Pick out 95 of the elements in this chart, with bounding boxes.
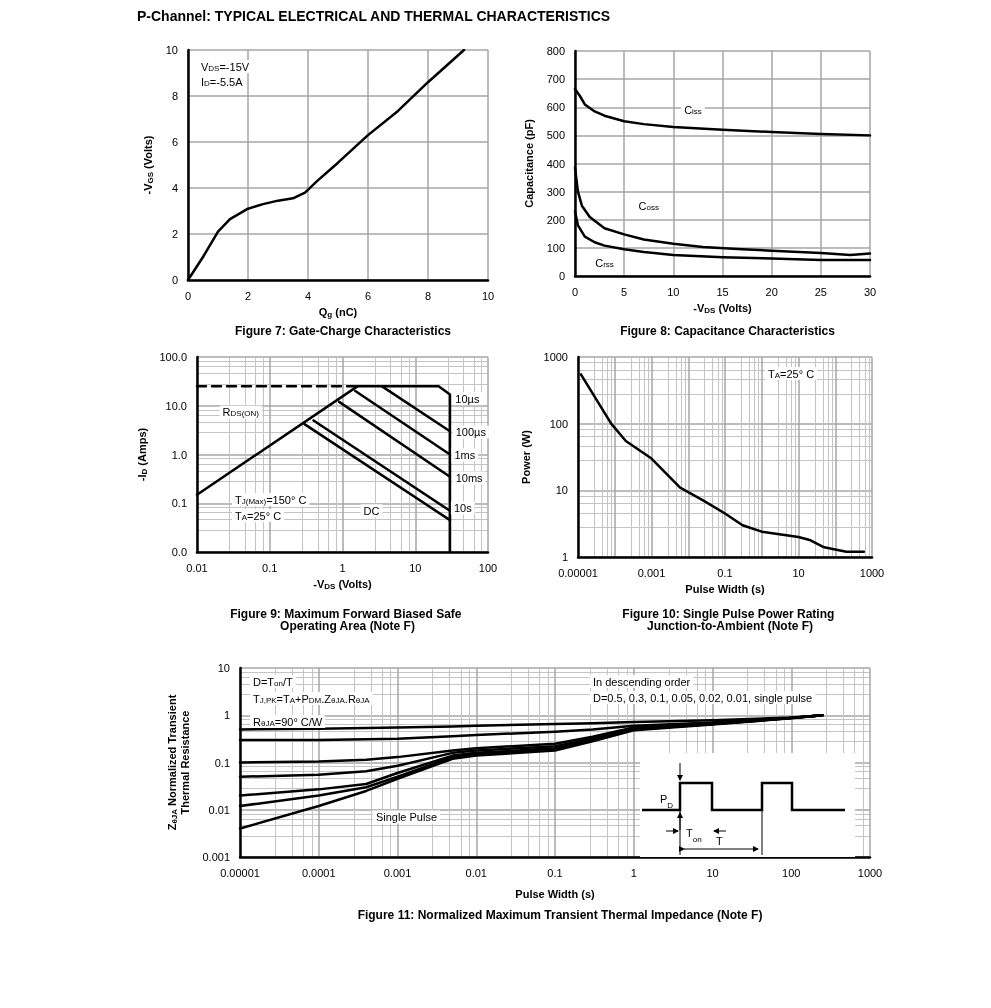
x-tick-label: 15: [716, 285, 729, 298]
x-axis-title: Pulse Width (s): [685, 583, 765, 596]
y-tick-label: 10.0: [165, 399, 187, 412]
x-tick-label: 2: [244, 289, 252, 302]
y-axis-title: Power (W): [520, 429, 533, 484]
text: Single Pulse: [375, 811, 438, 824]
x-tick-label: 25: [814, 285, 827, 298]
chart-subtitle: P-Channel: TYPICAL ELECTRICAL AND THERMAL CHARACTERISTICS: [137, 8, 611, 24]
y-tick-label: 2: [171, 228, 178, 240]
x-axis-title: Pulse Width (s): [515, 887, 595, 900]
text: Figure 11: Normalized Maximum Transient Thermal Impedance (Note F): [357, 908, 763, 922]
text: Figure 8: Capacitance Characteristics: [620, 324, 836, 338]
x-tick-label: 10: [792, 566, 805, 579]
text: Figure 7: Gate-Charge Characteristics: [234, 324, 452, 338]
x-tick-label: 0: [571, 285, 579, 298]
y-axis-title: Capacitance (pF): [523, 118, 536, 208]
series-label: 10ms: [455, 471, 484, 484]
x-tick-label: 10: [667, 285, 680, 298]
y-tick-label: 1000: [543, 351, 568, 363]
series-label: 100µs: [455, 425, 487, 438]
series-label: Ciss: [684, 104, 702, 117]
annotation: T$_{on}$: [686, 827, 702, 844]
x-tick-label: 1: [630, 866, 637, 879]
y-tick-label: 10: [217, 662, 230, 674]
x-tick-label: 1: [339, 561, 346, 574]
x-tick-label: 10: [481, 289, 495, 302]
x-tick-label: 0.001: [637, 566, 666, 579]
text: Figure 10: Single Pulse Power Rating Junction-to-Ambient (Note F): [622, 607, 838, 633]
text: DC: [363, 504, 380, 517]
y-tick-label: 200: [546, 213, 565, 226]
text: Figure 9: Maximum Forward Biased Safe Operating Area (Note F): [230, 607, 465, 633]
annotation: TJ(Max)=150° C: [235, 493, 307, 506]
x-tick-label: 0.0001: [301, 866, 336, 879]
text: RDS(ON): [222, 406, 260, 419]
series-label: 1ms: [454, 448, 476, 461]
x-tick-label: 20: [765, 285, 778, 298]
y-tick-label: 4: [171, 182, 178, 194]
y-tick-label: 0.0: [171, 546, 187, 558]
y-tick-label: 800: [546, 45, 565, 57]
y-tick-label: 10: [165, 44, 178, 56]
annotation: RθJA=90° C/W: [253, 715, 323, 728]
y-tick-label: 0.1: [214, 756, 230, 769]
y-tick-label: 100.0: [159, 351, 187, 363]
x-tick-label: 10: [409, 561, 422, 574]
annotation: In descending order: [593, 675, 691, 688]
x-tick-label: 6: [364, 289, 372, 302]
x-tick-label: 0.1: [262, 561, 278, 574]
x-tick-label: 1000: [857, 866, 883, 879]
annotation: TA=25° C: [768, 367, 815, 380]
annotation: T: [716, 835, 723, 847]
x-tick-label: 5: [621, 285, 628, 298]
annotation: ID=-5.5A: [201, 75, 244, 88]
annotation: VDS=-15V: [201, 60, 250, 73]
y-tick-label: 600: [546, 101, 565, 114]
series-label: 10µs: [455, 392, 480, 405]
y-tick-label: 0: [171, 274, 178, 286]
y-tick-label: 100: [549, 417, 568, 430]
x-tick-label: 0.00001: [558, 566, 598, 579]
y-tick-label: 700: [546, 73, 565, 86]
y-axis-title: -VGS (Volts): [141, 135, 155, 195]
x-tick-label: 30: [863, 285, 877, 298]
text: TJ,PK=TA+PDM.ZθJA.RθJA: [253, 692, 370, 705]
annotation: TA=25° C: [235, 509, 282, 522]
y-tick-label: 400: [546, 157, 565, 170]
y-tick-label: 0.1: [171, 497, 187, 510]
x-tick-label: 0.00001: [220, 866, 260, 879]
y-tick-label: 6: [171, 136, 178, 148]
y-tick-label: 0: [558, 270, 565, 282]
x-tick-label: 1000: [859, 566, 885, 579]
y-tick-label: 300: [546, 185, 565, 198]
annotation: P$_{D}$: [660, 793, 674, 810]
y-tick-label: 0.001: [202, 851, 230, 863]
y-tick-label: 1.0: [171, 448, 187, 461]
y-tick-label: 500: [546, 129, 565, 142]
x-tick-label: 100: [478, 561, 498, 574]
x-tick-label: 100: [782, 866, 801, 879]
y-tick-label: 1: [223, 709, 230, 722]
x-tick-label: 10: [706, 866, 719, 879]
x-tick-label: 0.1: [717, 566, 733, 579]
series-label: Crss: [595, 256, 614, 269]
annotation: D=0.5, 0.3, 0.1, 0.05, 0.02, 0.01, single pulse: [593, 691, 813, 704]
y-tick-label: 1: [561, 551, 568, 563]
y-tick-label: 10: [555, 484, 568, 497]
text: Coss: [638, 199, 659, 212]
y-axis-title: -ID (Amps): [136, 427, 150, 482]
x-tick-label: 0.001: [383, 866, 412, 879]
annotation: D=Ton/T: [253, 675, 294, 688]
y-tick-label: 100: [546, 241, 565, 254]
x-tick-label: 8: [424, 289, 432, 302]
y-tick-label: 8: [171, 90, 178, 102]
x-tick-label: 0.01: [186, 561, 208, 574]
series-label: 10s: [453, 501, 473, 514]
y-tick-label: 0.01: [208, 803, 230, 816]
x-tick-label: 4: [304, 289, 312, 302]
x-tick-label: 0.01: [465, 866, 487, 879]
